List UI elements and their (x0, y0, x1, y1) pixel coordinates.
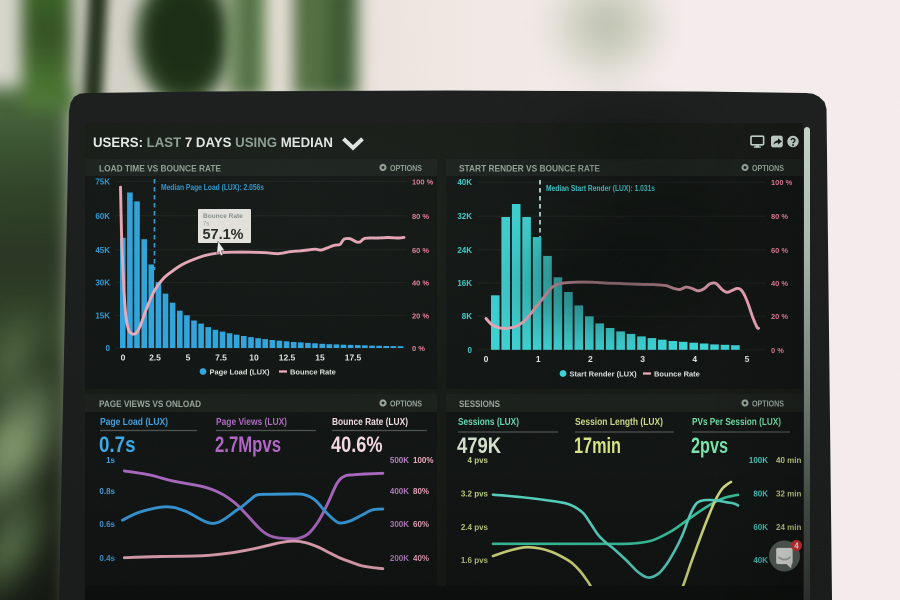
svg-text:Bounce Rate: Bounce Rate (203, 213, 243, 220)
svg-text:Session Length (LUX): Session Length (LUX) (575, 417, 663, 428)
svg-text:32 min: 32 min (776, 490, 801, 499)
svg-text:479K: 479K (457, 433, 501, 458)
svg-text:0 %: 0 % (412, 344, 425, 353)
svg-text:0.6s: 0.6s (99, 520, 115, 529)
svg-text:15: 15 (315, 353, 325, 363)
svg-text:45K: 45K (95, 246, 110, 255)
svg-text:40.6%: 40.6% (331, 432, 383, 457)
svg-text:100 %: 100 % (771, 178, 793, 187)
svg-text:20 %: 20 % (771, 312, 788, 321)
svg-text:300K: 300K (390, 520, 409, 529)
svg-text:OPTIONS: OPTIONS (390, 163, 422, 173)
svg-text:60 %: 60 % (412, 246, 429, 255)
svg-text:7.5: 7.5 (215, 353, 227, 363)
svg-text:12.5: 12.5 (279, 353, 296, 363)
svg-text:17min: 17min (574, 433, 621, 458)
svg-text:Sessions (LUX): Sessions (LUX) (458, 417, 519, 428)
svg-text:5: 5 (745, 354, 750, 364)
svg-text:57.1%: 57.1% (203, 227, 244, 243)
svg-text:Start Render (LUX): Start Render (LUX) (570, 370, 638, 379)
svg-text:100 %: 100 % (412, 177, 434, 186)
svg-text:LOAD TIME VS BOUNCE RATE: LOAD TIME VS BOUNCE RATE (99, 164, 221, 175)
svg-text:Median Page Load (LUX): 2.056s: Median Page Load (LUX): 2.056s (161, 183, 264, 192)
svg-text:24K: 24K (457, 246, 472, 255)
svg-text:0.8s: 0.8s (99, 487, 115, 496)
svg-text:Page Views (LUX): Page Views (LUX) (216, 417, 287, 428)
svg-text:32K: 32K (457, 212, 472, 221)
svg-text:OPTIONS: OPTIONS (752, 399, 784, 409)
svg-text:100K: 100K (749, 456, 768, 465)
svg-text:40%: 40% (413, 554, 429, 563)
svg-text:Page Load (LUX): Page Load (LUX) (100, 417, 168, 428)
svg-text:8K: 8K (462, 312, 472, 321)
svg-text:0 %: 0 % (771, 346, 784, 355)
svg-text:500K: 500K (390, 456, 409, 465)
svg-text:15K: 15K (95, 311, 110, 320)
svg-text:40K: 40K (753, 556, 768, 565)
svg-text:2.7Mpvs: 2.7Mpvs (215, 432, 281, 457)
svg-text:Bounce Rate: Bounce Rate (290, 368, 336, 377)
svg-text:100%: 100% (413, 456, 433, 465)
svg-text:0: 0 (106, 344, 111, 353)
svg-text:20 %: 20 % (412, 311, 429, 320)
svg-text:16K: 16K (457, 279, 472, 288)
svg-text:10: 10 (249, 353, 259, 363)
svg-text:4: 4 (692, 354, 697, 364)
svg-text:60 %: 60 % (771, 246, 788, 255)
svg-text:3: 3 (640, 354, 645, 364)
svg-text:2.4 pvs: 2.4 pvs (461, 523, 489, 532)
svg-text:OPTIONS: OPTIONS (390, 399, 422, 409)
svg-text:40 min: 40 min (776, 456, 801, 465)
svg-text:75K: 75K (95, 177, 110, 186)
svg-text:1.6 pvs: 1.6 pvs (461, 556, 489, 565)
svg-text:0: 0 (121, 353, 126, 363)
svg-text:60%: 60% (413, 520, 429, 529)
svg-text:2.5: 2.5 (149, 353, 161, 363)
svg-text:80K: 80K (753, 490, 768, 499)
svg-text:200K: 200K (390, 554, 409, 563)
svg-text:30K: 30K (95, 278, 110, 287)
svg-text:1s: 1s (106, 456, 115, 465)
svg-text:SESSIONS: SESSIONS (459, 399, 500, 410)
svg-text:0.4s: 0.4s (99, 554, 115, 563)
svg-text:3.2 pvs: 3.2 pvs (461, 490, 489, 499)
svg-text:5: 5 (186, 353, 191, 363)
svg-text:40 %: 40 % (412, 278, 429, 287)
svg-text:0: 0 (484, 354, 489, 364)
svg-text:PAGE VIEWS VS ONLOAD: PAGE VIEWS VS ONLOAD (99, 399, 201, 410)
svg-text:60K: 60K (95, 212, 110, 221)
svg-text:4 pvs: 4 pvs (468, 456, 489, 465)
svg-text:40K: 40K (457, 178, 472, 187)
svg-text:80 %: 80 % (412, 212, 429, 221)
svg-text:2pvs: 2pvs (691, 433, 728, 458)
svg-text:0: 0 (468, 346, 473, 355)
svg-text:PVs Per Session (LUX): PVs Per Session (LUX) (692, 417, 781, 428)
svg-text:17.5: 17.5 (345, 353, 362, 363)
svg-text:0.7s: 0.7s (99, 432, 136, 457)
svg-text:24 min: 24 min (776, 523, 801, 532)
svg-text:Bounce Rate: Bounce Rate (654, 370, 700, 379)
svg-text:Bounce Rate (LUX): Bounce Rate (LUX) (332, 417, 408, 428)
svg-text:80%: 80% (413, 487, 429, 496)
svg-text:400K: 400K (390, 487, 409, 496)
svg-text:OPTIONS: OPTIONS (752, 163, 784, 173)
svg-text:80 %: 80 % (771, 212, 788, 221)
svg-text:4: 4 (794, 542, 799, 551)
svg-text:Page Load (LUX): Page Load (LUX) (210, 368, 271, 377)
svg-text:60K: 60K (753, 523, 768, 532)
